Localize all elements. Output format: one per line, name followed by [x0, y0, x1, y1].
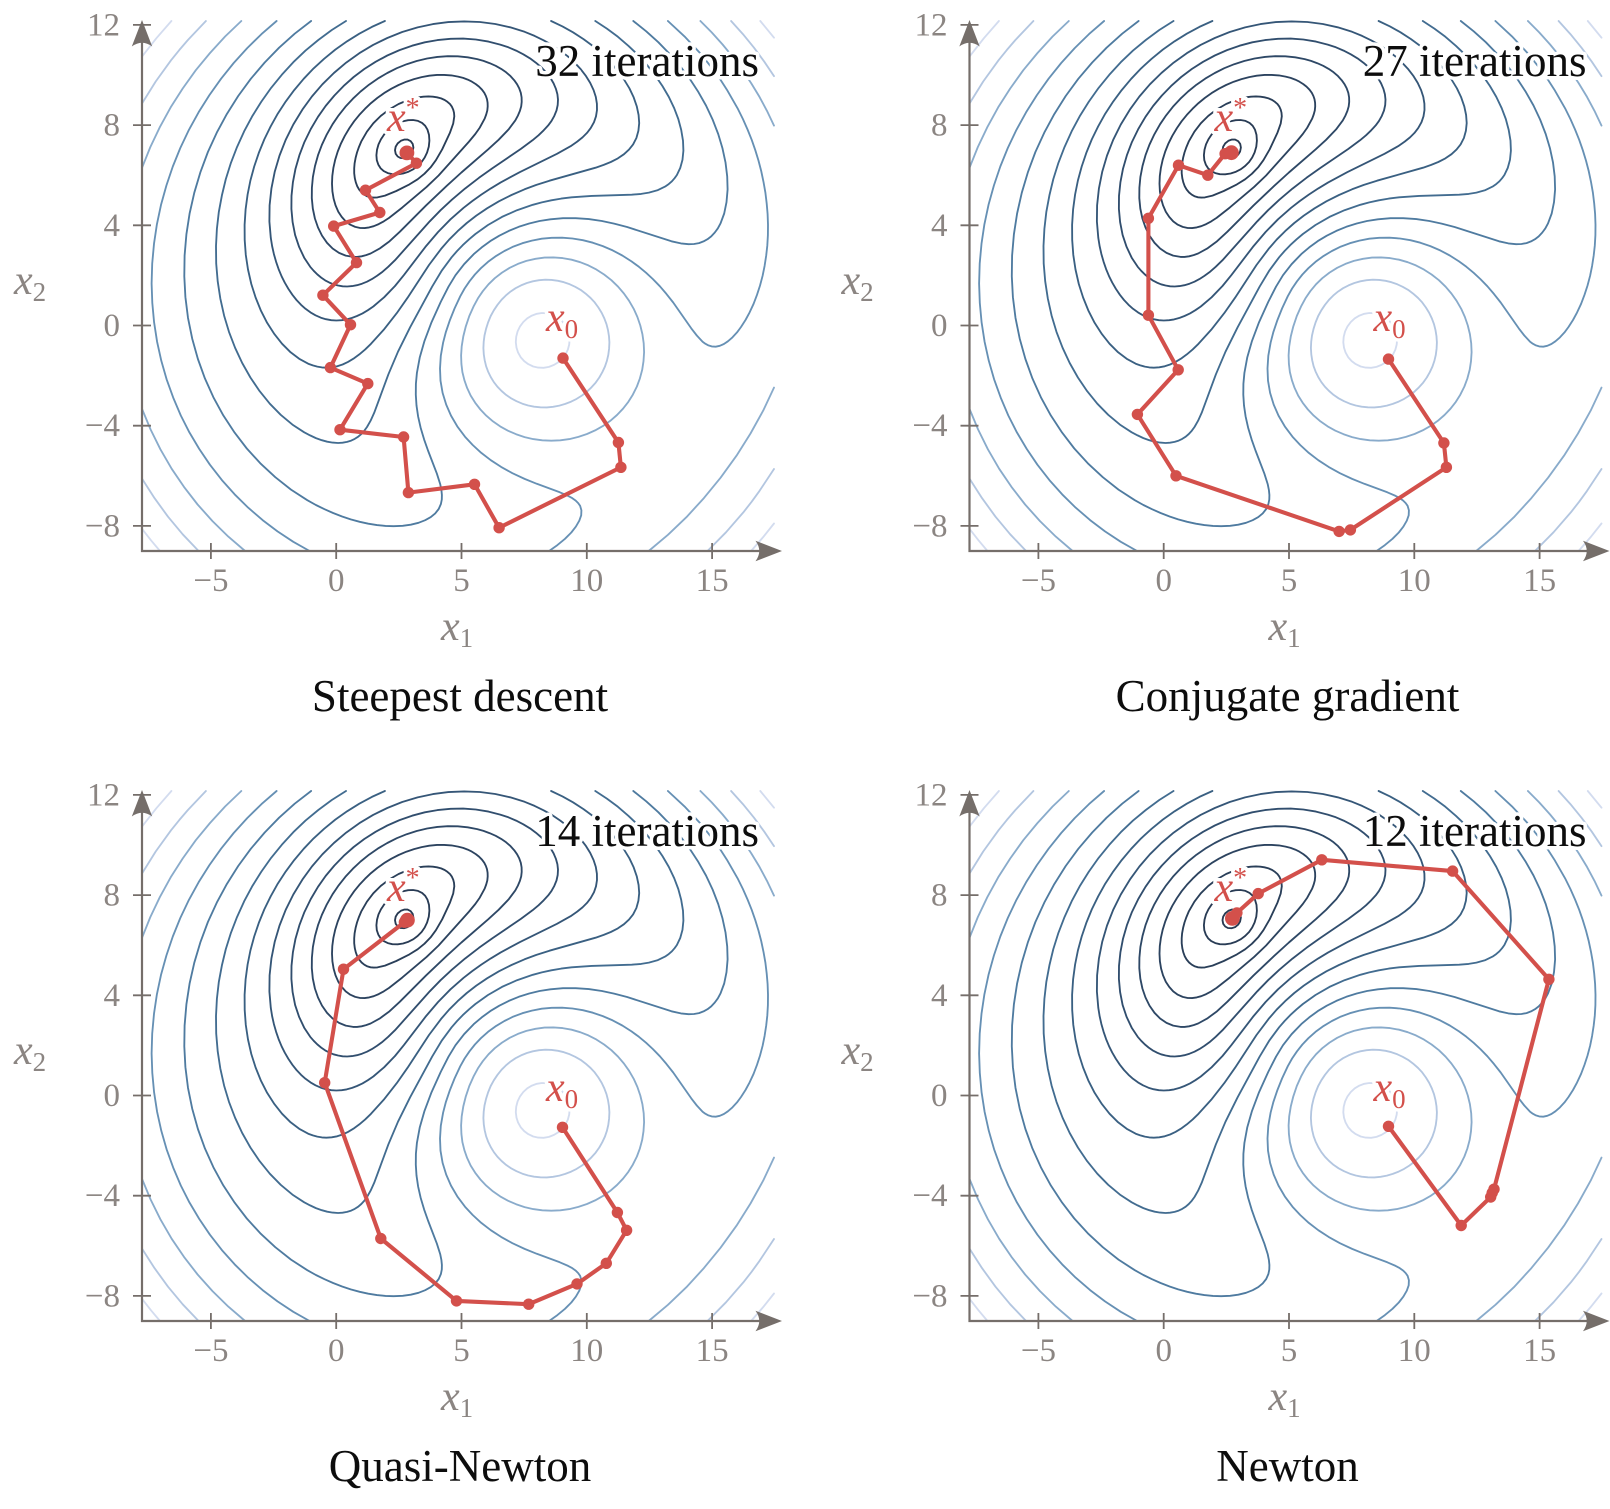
svg-text:Conjugate gradient: Conjugate gradient — [1116, 671, 1460, 721]
svg-text:Newton: Newton — [1216, 1441, 1358, 1491]
svg-text:12 iterations: 12 iterations — [1363, 806, 1587, 856]
svg-text:27 iterations: 27 iterations — [1363, 36, 1587, 86]
svg-text:14 iterations: 14 iterations — [535, 806, 759, 856]
svg-text:32 iterations: 32 iterations — [535, 36, 759, 86]
svg-text:Steepest descent: Steepest descent — [312, 671, 609, 721]
svg-text:Quasi-Newton: Quasi-Newton — [329, 1441, 591, 1491]
